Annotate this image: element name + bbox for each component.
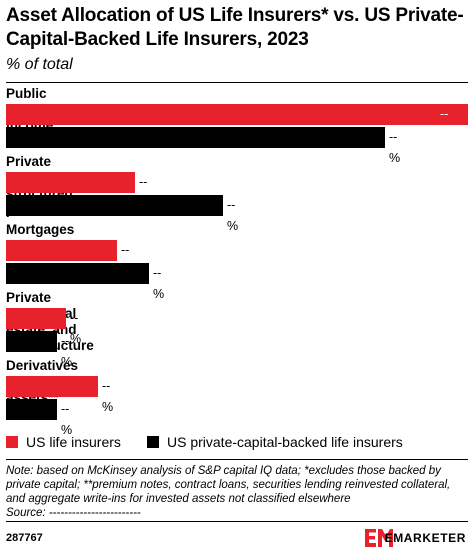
chart-title: Asset Allocation of US Life Insurers* vs… (6, 5, 464, 50)
bar-us-life-insurers (6, 240, 117, 261)
bar-us-life-insurers (6, 172, 135, 193)
emarketer-logo-icon (365, 529, 393, 547)
bar-value-label: --% (440, 107, 452, 142)
bar-value-label: --% (153, 266, 165, 301)
bar-us-life-insurers (6, 308, 66, 329)
bar-value-label: --% (227, 198, 239, 233)
chart-id: 287767 (6, 532, 43, 544)
legend-swatch-private-capital (147, 436, 159, 448)
bar-private-capital-insurers (6, 195, 223, 216)
brand-name: EMARKETER (384, 531, 466, 545)
bar-private-capital-insurers (6, 127, 385, 148)
bar-private-capital-insurers (6, 399, 57, 420)
chart-subtitle: % of total (6, 56, 73, 73)
legend-label-us-life-insurers: US life insurers (26, 434, 121, 450)
note-divider (6, 459, 468, 460)
brand: EMARKETER (356, 527, 466, 549)
bar-value-label: --% (61, 402, 73, 437)
bar-private-capital-insurers (6, 263, 149, 284)
category-label: Mortgages (6, 222, 75, 237)
bar-value-label: --% (102, 379, 114, 414)
header-divider (6, 82, 468, 83)
footer-divider (6, 521, 468, 522)
chart-note: Note: based on McKinsey analysis of S&P … (6, 464, 468, 520)
bar-value-label: --% (70, 311, 82, 346)
source-text: Source: ------------------------ (6, 507, 141, 519)
note-text: Note: based on McKinsey analysis of S&P … (6, 465, 451, 505)
bar-private-capital-insurers (6, 331, 57, 352)
bar-value-label: --% (389, 130, 401, 165)
legend-swatch-us-life-insurers (6, 436, 18, 448)
chart-legend: US life insurers US private-capital-back… (6, 433, 468, 451)
bar-us-life-insurers (6, 104, 468, 125)
bar-value-label: --% (61, 334, 73, 369)
legend-label-private-capital: US private-capital-backed life insurers (167, 434, 403, 450)
bar-us-life-insurers (6, 376, 98, 397)
